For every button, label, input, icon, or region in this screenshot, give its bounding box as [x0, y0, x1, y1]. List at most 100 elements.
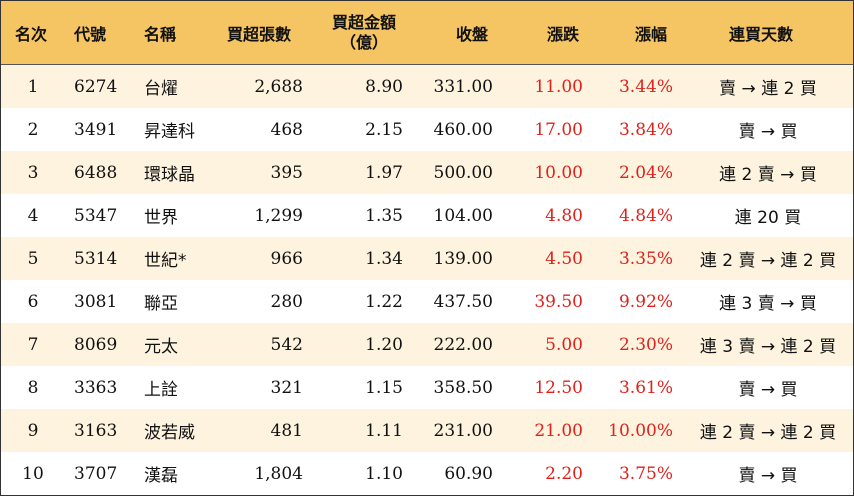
cell-close: 460.00 [433, 119, 493, 140]
cell-rank: 4 [27, 205, 39, 226]
cell-net-lots: 542 [270, 334, 303, 355]
cell-code: 8069 [74, 334, 118, 355]
cell-change-pct: 3.75% [618, 463, 673, 484]
cell-close: 331.00 [433, 76, 493, 97]
header-name: 名稱 [144, 24, 177, 44]
cell-change-pct: 4.84% [618, 205, 673, 226]
cell-change: 17.00 [534, 119, 583, 140]
cell-code: 6488 [74, 162, 118, 183]
header-close: 收盤 [456, 24, 489, 44]
cell-rank: 8 [27, 377, 39, 398]
cell-streak: 連 2 賣 → 買 [719, 165, 817, 185]
cell-amount: 1.35 [365, 205, 403, 226]
cell-rank: 3 [27, 162, 39, 183]
cell-name: 世紀* [144, 251, 187, 271]
cell-change-pct: 9.92% [618, 291, 673, 312]
cell-change-pct: 3.61% [618, 377, 673, 398]
cell-close: 231.00 [433, 420, 493, 441]
header-amount-line1: 買超金額 [331, 12, 396, 32]
table-row: 8 3363 上詮 321 1.15 358.50 12.50 3.61% 賣 → 買 [1, 366, 853, 409]
cell-streak: 連 2 賣 → 連 2 買 [699, 251, 837, 271]
cell-change-pct: 3.35% [618, 248, 673, 269]
cell-net-lots: 1,804 [254, 463, 303, 484]
cell-amount: 1.10 [365, 463, 403, 484]
cell-change: 21.00 [534, 420, 583, 441]
cell-net-lots: 468 [270, 119, 303, 140]
header-streak: 連買天數 [729, 24, 794, 44]
cell-change: 11.00 [534, 76, 583, 97]
cell-close: 358.50 [433, 377, 493, 398]
cell-streak: 連 20 買 [734, 208, 802, 228]
cell-close: 104.00 [433, 205, 493, 226]
cell-rank: 5 [27, 248, 39, 269]
cell-change-pct: 10.00% [608, 420, 673, 441]
cell-streak: 賣 → 連 2 買 [719, 79, 817, 99]
header-change: 漲跌 [547, 24, 580, 44]
cell-amount: 1.34 [365, 248, 403, 269]
table-row: 6 3081 聯亞 280 1.22 437.50 39.50 9.92% 連 3 賣 → 買 [1, 280, 853, 323]
cell-rank: 9 [27, 420, 39, 441]
cell-net-lots: 966 [270, 248, 303, 269]
cell-change: 5.00 [545, 334, 583, 355]
cell-streak: 連 2 賣 → 連 2 買 [699, 423, 837, 443]
header-amount: 買超金額 （億） [323, 1, 405, 64]
cell-name: 漢磊 [144, 466, 178, 486]
cell-streak: 連 3 賣 → 連 2 買 [699, 337, 837, 357]
cell-streak: 賣 → 買 [738, 380, 798, 400]
table-row: 9 3163 波若威 481 1.11 231.00 21.00 10.00% 連 2 賣 → … [1, 409, 853, 452]
cell-change: 2.20 [545, 463, 583, 484]
cell-change-pct: 2.30% [618, 334, 673, 355]
table-row: 5 5314 世紀* 966 1.34 139.00 4.50 3.35% 連 2 賣 → 連 … [1, 237, 853, 280]
cell-amount: 1.22 [365, 291, 403, 312]
cell-rank: 10 [22, 463, 44, 484]
cell-code: 3081 [74, 291, 118, 312]
cell-code: 5314 [74, 248, 118, 269]
cell-code: 3707 [74, 463, 118, 484]
cell-name: 環球晶 [144, 165, 195, 185]
cell-code: 5347 [74, 205, 118, 226]
cell-rank: 7 [27, 334, 39, 355]
cell-amount: 1.97 [365, 162, 403, 183]
header-net-lots: 買超張數 [227, 24, 292, 44]
cell-net-lots: 395 [270, 162, 303, 183]
cell-name: 台燿 [144, 79, 178, 99]
table-row: 10 3707 漢磊 1,804 1.10 60.90 2.20 3.75% 賣 → 買 [1, 452, 853, 495]
cell-name: 上詮 [144, 380, 178, 400]
cell-name: 元太 [144, 337, 178, 357]
cell-net-lots: 321 [270, 377, 303, 398]
header-amount-line2: （億） [339, 32, 388, 52]
cell-close: 139.00 [433, 248, 493, 269]
cell-close: 500.00 [433, 162, 493, 183]
cell-code: 3163 [74, 420, 118, 441]
cell-change: 39.50 [534, 291, 583, 312]
cell-name: 昇達科 [144, 122, 195, 142]
cell-change: 12.50 [534, 377, 583, 398]
table-row: 3 6488 環球晶 395 1.97 500.00 10.00 2.04% 連 2 賣 → 買 [1, 151, 853, 194]
header-rank: 名次 [15, 24, 48, 44]
table-header: 名次 代號 名稱 買超張數 買超金額 （億） 收盤 漲跌 漲幅 連買天數 [1, 1, 853, 65]
cell-amount: 2.15 [365, 119, 403, 140]
table-row: 2 3491 昇達科 468 2.15 460.00 17.00 3.84% 賣 → 買 [1, 108, 853, 151]
table-row: 1 6274 台燿 2,688 8.90 331.00 11.00 3.44% 賣 → 連 2 … [1, 65, 853, 108]
cell-close: 222.00 [433, 334, 493, 355]
cell-amount: 1.20 [365, 334, 403, 355]
cell-streak: 連 3 賣 → 買 [719, 294, 817, 314]
cell-code: 6274 [74, 76, 118, 97]
cell-change: 10.00 [534, 162, 583, 183]
cell-code: 3491 [74, 119, 118, 140]
cell-net-lots: 2,688 [254, 76, 303, 97]
cell-amount: 8.90 [365, 76, 403, 97]
cell-change-pct: 2.04% [618, 162, 673, 183]
cell-change-pct: 3.84% [618, 119, 673, 140]
cell-change: 4.80 [545, 205, 583, 226]
cell-name: 波若威 [144, 423, 195, 443]
cell-change: 4.50 [545, 248, 583, 269]
table-row: 4 5347 世界 1,299 1.35 104.00 4.80 4.84% 連 20 買 [1, 194, 853, 237]
cell-close: 60.90 [444, 463, 493, 484]
cell-code: 3363 [74, 377, 118, 398]
header-code: 代號 [74, 24, 107, 44]
cell-rank: 1 [27, 76, 39, 97]
cell-streak: 賣 → 買 [738, 466, 798, 486]
cell-net-lots: 1,299 [254, 205, 303, 226]
